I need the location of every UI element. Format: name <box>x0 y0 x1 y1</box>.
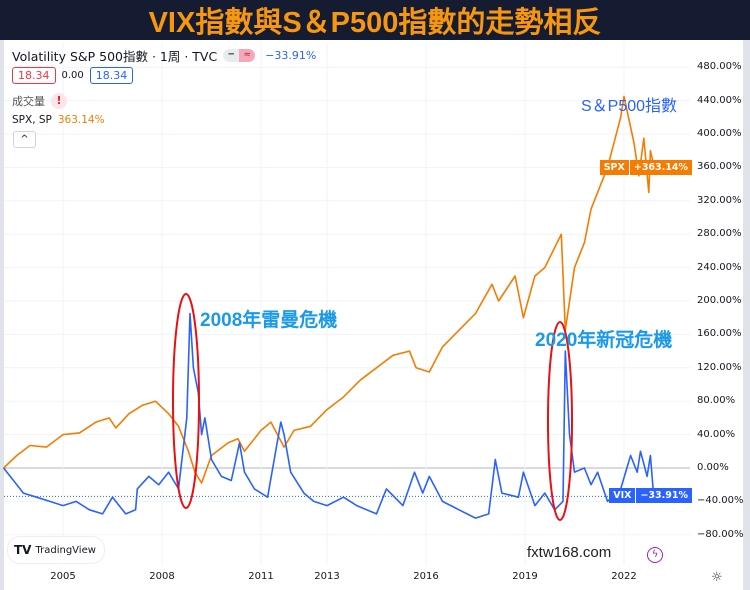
x-tick-label: 2005 <box>50 571 76 582</box>
volume-label[interactable]: 成交量 <box>12 95 45 108</box>
y-tick-label: −80.00% <box>697 528 744 540</box>
approx-icon[interactable]: ≈ <box>239 49 256 62</box>
tv-logo-icon: TV <box>14 543 32 557</box>
highlight-2020-ellipse <box>547 321 573 521</box>
y-tick-label: 440.00% <box>697 94 742 106</box>
x-tick-label: 2019 <box>512 571 538 582</box>
y-tick-label: 320.00% <box>697 194 742 206</box>
y-tick-label: 120.00% <box>697 361 742 373</box>
vix-tag-value: −33.91% <box>636 488 692 503</box>
spx-annotation: S＆P500指數 <box>581 98 678 115</box>
tradingview-label: TradingView <box>35 544 96 556</box>
left-border <box>0 40 4 590</box>
spx-tag-value: +363.14% <box>629 160 692 175</box>
right-scrollbar[interactable] <box>743 40 750 590</box>
sell-button[interactable]: 18.34 <box>12 67 56 84</box>
crisis-2020-annotation: 2020年新冠危機 <box>535 330 673 351</box>
collapse-legend-button[interactable]: ^ <box>13 131 36 148</box>
spx-price-tag: SPX +363.14% <box>599 160 692 175</box>
main-legend: Volatility S&P 500指數 · 1周 · TVC ━ ≈ −33.9… <box>12 46 316 65</box>
x-tick-label: 2011 <box>248 571 274 582</box>
title-banner: VIX指數與S＆P500指數的走勢相反 <box>0 0 750 40</box>
y-tick-label: 280.00% <box>697 228 742 240</box>
banner-title: VIX指數與S＆P500指數的走勢相反 <box>148 7 602 39</box>
tradingview-logo[interactable]: TV TradingView <box>7 536 105 564</box>
compare-legend: SPX, SP 363.14% <box>12 114 105 126</box>
mode-toggle[interactable]: ━ ≈ <box>223 49 256 62</box>
main-change: −33.91% <box>265 49 317 62</box>
lightning-icon[interactable]: ϟ <box>647 547 663 563</box>
y-tick-label: 160.00% <box>697 328 742 340</box>
minus-icon[interactable]: ━ <box>228 50 234 60</box>
vix-price-tag: VIX −33.91% <box>609 488 692 503</box>
y-tick-label: −40.00% <box>697 495 744 507</box>
y-tick-label: 0.00% <box>697 462 729 473</box>
x-tick-label: 2022 <box>611 571 637 582</box>
compare-name[interactable]: SPX, SP <box>12 114 52 126</box>
buy-button[interactable]: 18.34 <box>89 67 134 84</box>
vix-tag-symbol: VIX <box>609 488 636 503</box>
watermark: fxtw168.com <box>527 544 612 561</box>
y-tick-label: 480.00% <box>697 61 742 73</box>
price-row: 18.34 0.00 18.34 <box>12 67 134 84</box>
settings-gear-icon[interactable]: ☼ <box>711 570 723 585</box>
crisis-2008-annotation: 2008年雷曼危機 <box>200 310 338 331</box>
x-tick-label: 2013 <box>314 571 340 582</box>
y-tick-label: 40.00% <box>697 428 736 440</box>
spread-value: 0.00 <box>61 70 84 81</box>
y-tick-label: 360.00% <box>697 161 742 173</box>
spx-tag-symbol: SPX <box>599 160 629 175</box>
spx-line <box>3 95 655 484</box>
x-tick-label: 2008 <box>149 571 175 582</box>
highlight-2008-ellipse <box>172 293 200 509</box>
volume-legend: 成交量 ! <box>12 93 67 109</box>
y-tick-label: 400.00% <box>697 128 742 139</box>
y-tick-label: 200.00% <box>697 295 742 306</box>
main-series-title[interactable]: Volatility S&P 500指數 · 1周 · TVC <box>12 49 218 64</box>
compare-value: 363.14% <box>57 114 105 126</box>
warning-icon[interactable]: ! <box>51 93 67 109</box>
y-tick-label: 80.00% <box>697 395 736 407</box>
y-tick-label: 240.00% <box>697 261 742 273</box>
x-tick-label: 2016 <box>413 571 439 582</box>
